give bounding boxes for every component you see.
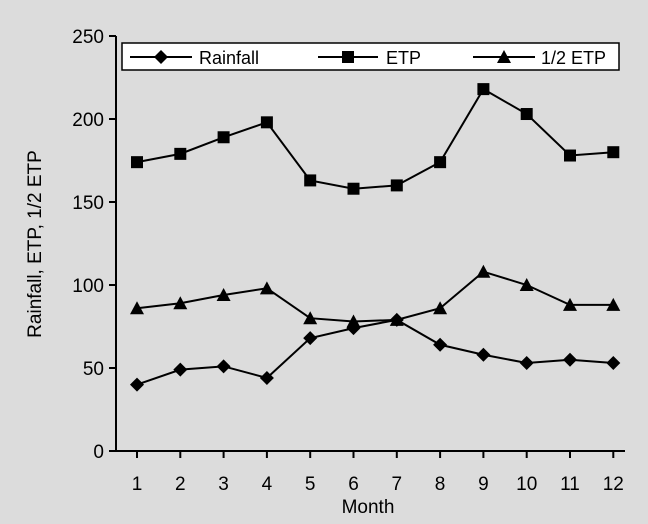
data-point-1-2-etp: [476, 264, 491, 278]
data-point-etp: [477, 83, 490, 96]
data-point-1-2-etp: [259, 281, 274, 295]
data-point-1-2-etp: [519, 278, 534, 291]
legend-label-1-2-etp: 1/2 ETP: [541, 48, 606, 68]
data-point-etp: [520, 108, 533, 121]
series-line-rainfall: [136, 318, 614, 386]
data-point-rainfall: [259, 370, 274, 385]
x-tick-label: 1: [132, 474, 143, 495]
legend-marker-etp: [342, 51, 354, 63]
y-tick-label: 150: [72, 193, 104, 214]
data-point-rainfall: [476, 347, 491, 362]
x-tick-label: 11: [560, 474, 580, 495]
data-point-etp: [347, 182, 360, 195]
y-tick-label: 0: [93, 442, 104, 463]
data-point-rainfall: [519, 356, 534, 371]
x-axis: 1 2 3 4 5 6 7 8 9 10 11 12: [116, 450, 625, 495]
data-point-1-2-etp: [606, 297, 621, 311]
x-axis-label: Month: [342, 497, 395, 518]
series-1-2-etp: [130, 264, 621, 328]
legend-label-rainfall: Rainfall: [199, 48, 259, 68]
data-point-etp: [174, 147, 187, 160]
data-point-etp: [390, 179, 403, 192]
data-point-1-2-etp: [389, 312, 404, 326]
data-point-etp: [564, 149, 576, 162]
x-tick-label: 8: [435, 474, 446, 495]
legend-label-etp: ETP: [386, 48, 421, 68]
y-tick-label: 250: [72, 27, 104, 48]
data-point-etp: [131, 156, 143, 169]
y-tick-label: 100: [72, 276, 104, 297]
y-tick-label: 50: [83, 359, 104, 380]
series-line-etp: [136, 87, 614, 190]
data-point-1-2-etp: [173, 296, 188, 310]
data-point-1-2-etp: [433, 301, 448, 315]
x-tick-label: 3: [218, 474, 229, 495]
x-tick-label: 2: [175, 474, 186, 495]
data-point-rainfall: [563, 352, 577, 367]
data-point-rainfall: [433, 337, 448, 352]
series-lines: [130, 83, 621, 392]
x-tick-label: 12: [603, 474, 624, 495]
data-point-1-2-etp: [130, 301, 144, 315]
legend: Rainfall ETP 1/2 ETP: [121, 42, 620, 71]
x-tick-label: 10: [516, 474, 537, 495]
x-tick-label: 5: [305, 474, 316, 495]
legend-item-etp: ETP: [318, 48, 421, 68]
data-point-rainfall: [173, 362, 188, 377]
x-tick-label: 6: [348, 474, 359, 495]
data-point-etp: [304, 174, 317, 187]
data-point-1-2-etp: [216, 287, 231, 301]
legend-item-1-2-etp: 1/2 ETP: [473, 48, 606, 68]
legend-marker-1-2-etp: [497, 50, 511, 63]
data-point-etp: [217, 131, 230, 144]
legend-item-rainfall: Rainfall: [130, 48, 259, 68]
data-point-1-2-etp: [346, 314, 361, 328]
data-point-1-2-etp: [303, 311, 318, 325]
y-axis-label: Rainfall, ETP, 1/2 ETP: [25, 150, 46, 338]
data-point-rainfall: [216, 359, 231, 374]
x-tick-label: 9: [478, 474, 489, 495]
series-line-1-2-etp: [136, 270, 614, 323]
series-etp: [131, 83, 620, 195]
data-point-rainfall: [303, 331, 318, 346]
x-tick-label: 7: [392, 474, 403, 495]
y-axis: 0 50 100 150 200 250: [72, 27, 117, 463]
data-point-etp: [260, 116, 273, 129]
y-tick-label: 200: [72, 110, 104, 131]
data-point-rainfall: [130, 377, 144, 392]
data-point-etp: [434, 156, 447, 169]
data-point-1-2-etp: [563, 297, 577, 311]
data-point-rainfall: [606, 356, 621, 371]
x-tick-label: 4: [262, 474, 273, 495]
legend-marker-rainfall: [154, 50, 168, 64]
data-point-etp: [607, 146, 620, 159]
